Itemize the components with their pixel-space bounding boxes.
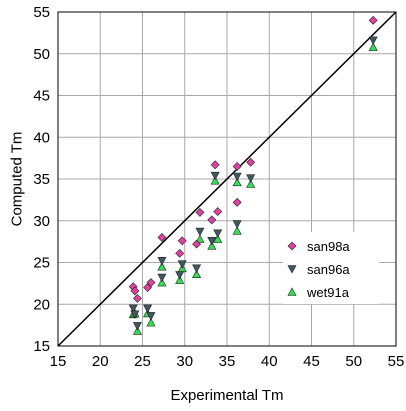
y-tick-label: 50 — [33, 46, 50, 63]
reference-line — [57, 11, 397, 347]
data-point-wet91a — [210, 176, 220, 185]
data-point-san98a — [210, 160, 220, 170]
legend-label: san96a — [307, 262, 350, 277]
data-point-wet91a — [368, 42, 378, 51]
data-point-san96a — [132, 322, 142, 331]
data-point-san96a — [368, 36, 378, 46]
x-tick-label: 50 — [345, 353, 362, 370]
data-point-wet91a — [157, 277, 167, 287]
data-point-san96a — [130, 310, 140, 319]
data-point-san96a — [246, 174, 256, 183]
data-point-san98a — [133, 293, 142, 303]
series-san96a — [128, 36, 378, 331]
data-point-san98a — [232, 197, 242, 207]
legend-label: wet91a — [306, 285, 350, 300]
data-point-san98a — [232, 162, 242, 171]
data-point-wet91a — [246, 179, 256, 188]
data-point-san96a — [157, 273, 167, 283]
data-point-san98a — [157, 233, 167, 242]
y-tick-label: 45 — [33, 88, 50, 105]
x-tick-label: 55 — [388, 353, 405, 370]
data-point-san98a — [213, 207, 223, 216]
x-tick-label: 30 — [176, 353, 193, 370]
data-point-wet91a — [232, 177, 242, 187]
data-point-san96a — [210, 171, 220, 181]
series-san98a — [128, 15, 378, 303]
legend-label: san98a — [307, 239, 350, 254]
x-tick-label: 40 — [261, 353, 278, 370]
x-tick-label: 20 — [92, 353, 109, 370]
data-point-wet91a — [192, 269, 202, 278]
y-tick-label: 25 — [33, 255, 50, 272]
data-point-san96a — [207, 236, 217, 246]
y-tick-label: 30 — [33, 213, 50, 230]
reference-line-group — [57, 11, 397, 347]
legend-box — [283, 232, 379, 304]
data-point-san98a — [368, 15, 378, 25]
x-tick-label: 25 — [134, 353, 151, 370]
x-tick-label: 45 — [303, 353, 320, 370]
x-axis-label: Experimental Tm — [170, 387, 283, 404]
data-point-san96a — [195, 227, 205, 237]
data-point-san96a — [177, 260, 187, 269]
data-point-wet91a — [132, 326, 142, 335]
y-tick-label: 15 — [33, 338, 50, 355]
data-point-san96a — [192, 264, 202, 273]
y-tick-label: 55 — [33, 4, 50, 21]
data-point-san98a — [175, 248, 185, 258]
legend-marker-wet91a — [287, 287, 297, 296]
data-point-wet91a — [213, 234, 223, 243]
axis-tick-labels: 15 20 25 30 35 40 45 50 55 15 20 25 30 35 40 45 50 55 — [33, 4, 404, 370]
legend: san98a san96a wet91a — [283, 232, 379, 304]
data-point-san98a — [246, 157, 256, 167]
data-point-wet91a — [157, 262, 167, 271]
data-point-san98a — [195, 207, 205, 217]
data-point-san98a — [130, 286, 140, 296]
plot-area-frame — [57, 11, 397, 347]
data-point-san98a — [192, 239, 202, 249]
x-tick-label: 35 — [219, 353, 236, 370]
data-point-san98a — [177, 236, 187, 246]
data-point-wet91a — [232, 226, 242, 235]
y-tick-label: 20 — [33, 296, 50, 313]
data-point-wet91a — [146, 317, 156, 327]
data-point-san96a — [213, 229, 223, 238]
data-point-san96a — [232, 172, 242, 182]
data-point-san96a — [146, 312, 156, 321]
y-tick-label: 40 — [33, 129, 50, 146]
y-tick-label: 35 — [33, 171, 50, 188]
data-point-san96a — [157, 257, 167, 266]
data-point-san96a — [128, 304, 138, 314]
data-point-san96a — [143, 304, 153, 314]
y-axis-label: Computed Tm — [8, 132, 25, 227]
data-point-san98a — [207, 215, 217, 225]
data-point-wet91a — [175, 275, 185, 284]
legend-marker-san98a — [287, 241, 297, 251]
legend-marker-san96a — [287, 265, 297, 274]
x-tick-label: 15 — [50, 353, 67, 370]
data-point-san96a — [232, 220, 242, 229]
data-point-san96a — [175, 271, 185, 280]
data-points — [128, 15, 378, 335]
data-point-wet91a — [207, 241, 217, 250]
data-point-san98a — [146, 278, 156, 287]
data-point-wet91a — [195, 234, 205, 243]
